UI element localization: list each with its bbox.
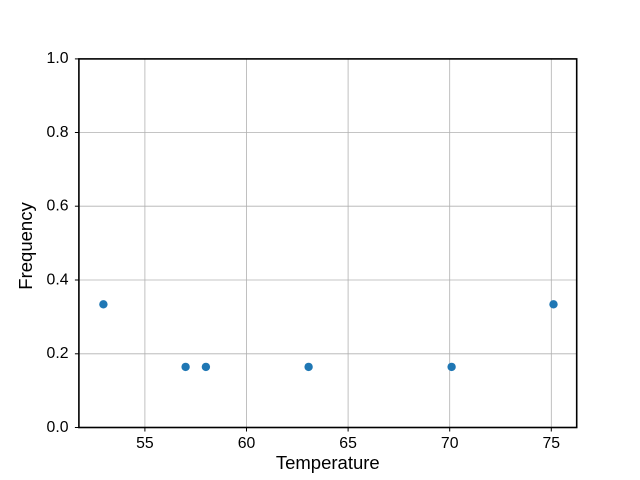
svg-text:0.6: 0.6 xyxy=(47,198,69,215)
svg-text:70: 70 xyxy=(441,435,459,452)
svg-text:55: 55 xyxy=(136,435,154,452)
svg-text:60: 60 xyxy=(238,435,256,452)
svg-text:0.2: 0.2 xyxy=(47,345,69,362)
svg-text:65: 65 xyxy=(339,435,357,452)
svg-text:75: 75 xyxy=(543,435,561,452)
svg-text:Temperature: Temperature xyxy=(276,452,380,473)
svg-text:0.8: 0.8 xyxy=(47,124,69,141)
svg-text:0.0: 0.0 xyxy=(47,419,69,436)
svg-text:1.0: 1.0 xyxy=(47,50,69,67)
svg-text:0.4: 0.4 xyxy=(47,271,69,288)
svg-text:Frequency: Frequency xyxy=(15,202,36,290)
